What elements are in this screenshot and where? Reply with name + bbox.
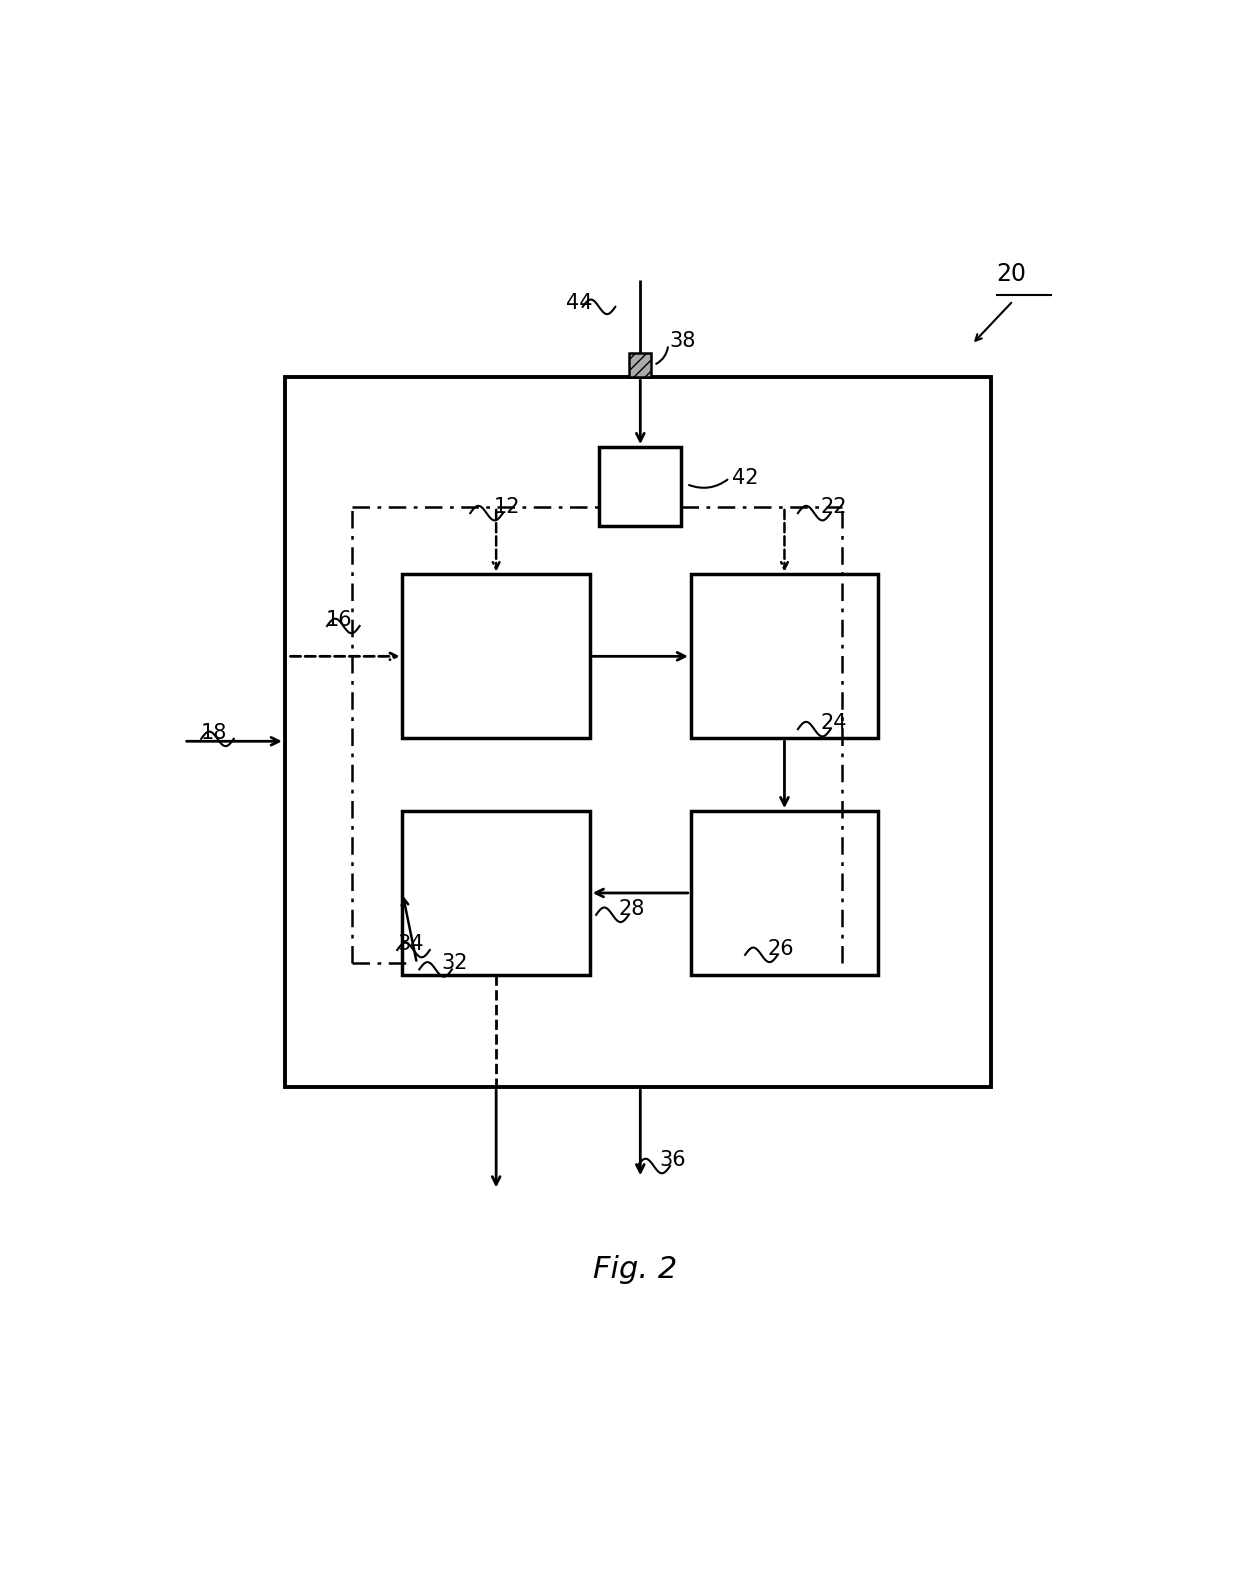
Text: 36: 36 — [660, 1150, 686, 1169]
Bar — [691, 812, 878, 976]
Text: 34: 34 — [397, 935, 424, 953]
Text: 44: 44 — [565, 293, 593, 314]
Text: 38: 38 — [670, 331, 696, 351]
Text: 18: 18 — [201, 723, 227, 742]
Text: 26: 26 — [768, 939, 794, 958]
Text: 12: 12 — [494, 496, 520, 517]
Text: 32: 32 — [441, 953, 467, 974]
FancyArrowPatch shape — [689, 479, 728, 489]
Text: 28: 28 — [619, 898, 645, 919]
Text: Fig. 2: Fig. 2 — [594, 1254, 677, 1284]
Bar — [599, 448, 681, 526]
Bar — [403, 812, 590, 976]
Bar — [403, 574, 590, 738]
FancyArrowPatch shape — [656, 347, 668, 364]
Bar — [691, 574, 878, 738]
Text: 20: 20 — [996, 262, 1025, 287]
Text: 16: 16 — [326, 610, 352, 630]
Text: 24: 24 — [820, 712, 847, 733]
Text: 22: 22 — [820, 496, 847, 517]
Bar — [629, 353, 651, 377]
Text: 42: 42 — [732, 468, 758, 489]
Bar — [285, 377, 991, 1087]
